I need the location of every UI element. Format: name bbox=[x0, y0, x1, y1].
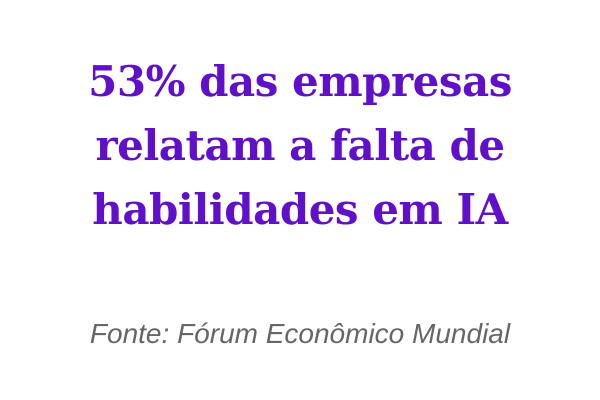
headline-line-3: habilidades em IA bbox=[92, 185, 508, 234]
source-text: Fonte: Fórum Econômico Mundial bbox=[89, 318, 511, 349]
headline-line-2: relatam a falta de bbox=[95, 121, 505, 170]
headline-line-1: 53% das empresas bbox=[88, 57, 512, 106]
headline: 53% das empresas relatam a falta de habi… bbox=[0, 50, 600, 242]
